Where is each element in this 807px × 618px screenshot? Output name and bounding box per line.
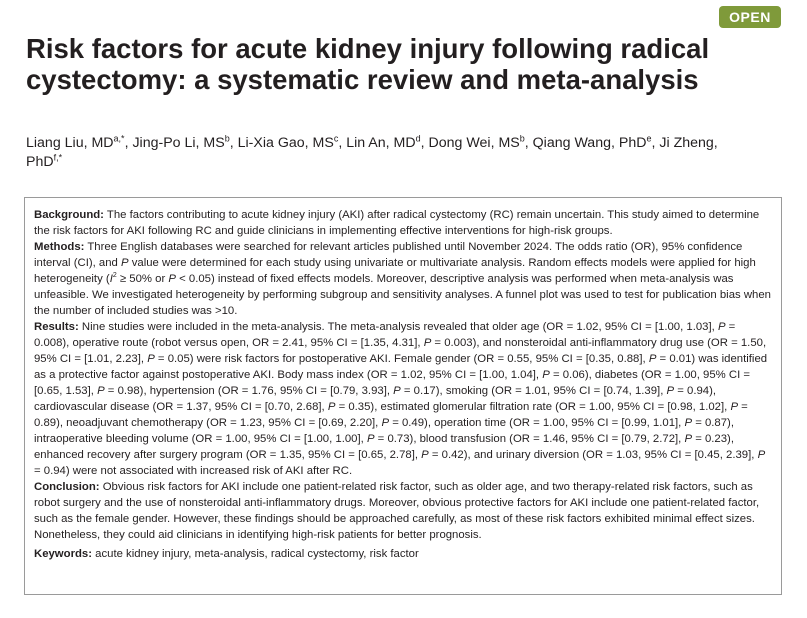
methods-label: Methods: xyxy=(34,241,85,253)
author-separator: , xyxy=(124,135,133,151)
keywords-text: acute kidney injury, meta-analysis, radi… xyxy=(92,548,419,560)
results-text: = 0.87), intraoperative bleeding volume … xyxy=(34,417,734,445)
author-separator: , xyxy=(338,135,347,151)
background-text: The factors contributing to acute kidney… xyxy=(34,209,760,237)
results-text: = 0.05) were risk factors for postoperat… xyxy=(154,353,649,365)
results-text: = 0.98), hypertension (OR = 1.76, 95% CI… xyxy=(104,385,394,397)
author-separator: , xyxy=(524,135,533,151)
results-text: = 0.01) was identified as a protective f… xyxy=(34,353,768,381)
methods-text-3: ≥ 50% or xyxy=(116,273,169,285)
methods-text-4: < 0.05) instead of fixed effects models.… xyxy=(34,273,771,317)
results-text: = 0.003), and nonsteroidal anti-inflamma… xyxy=(34,337,767,365)
results-text: = 0.008), operative route (robot versus … xyxy=(34,321,736,349)
results-text: = 0.23), enhanced recovery after surgery… xyxy=(34,433,734,461)
author-name: Qiang Wang, PhD xyxy=(532,135,647,151)
methods-p-symbol: P xyxy=(121,257,129,269)
abstract-background: Background: The factors contributing to … xyxy=(34,207,773,239)
results-p-symbol: P xyxy=(666,385,675,397)
results-p-symbol: P xyxy=(423,337,432,349)
author-name: Li-Xia Gao, MS xyxy=(237,135,334,151)
abstract-results: Results: Nine studies were included in t… xyxy=(34,319,773,479)
results-p-symbol: P xyxy=(421,449,429,461)
author-separator: , xyxy=(229,135,238,151)
keywords-label: Keywords: xyxy=(34,548,92,560)
results-p-symbol: P xyxy=(97,385,105,397)
results-text: = 0.94) were not associated with increas… xyxy=(34,465,353,477)
results-text: = 0.42), and urinary diversion (OR = 1.0… xyxy=(428,449,758,461)
author-affiliation-marker: b xyxy=(224,133,230,144)
results-p-symbol: P xyxy=(717,321,726,333)
author-separator: , xyxy=(651,135,660,151)
author-name: Ji Zheng, PhD xyxy=(26,135,718,170)
results-p-symbol: P xyxy=(730,401,739,413)
author-affiliation-marker: f,* xyxy=(53,152,63,163)
conclusion-text: Obvious risk factors for AKI include one… xyxy=(34,481,760,541)
author-affiliation-marker: d xyxy=(415,133,421,144)
author-affiliation-marker: b xyxy=(519,133,525,144)
results-p-symbol: P xyxy=(393,385,401,397)
results-text: = 0.17), smoking (OR = 1.01, 95% CI = [0… xyxy=(400,385,667,397)
results-text: = 0.73), blood transfusion (OR = 1.46, 9… xyxy=(374,433,685,445)
results-text: = 0.89), neoadjuvant chemotherapy (OR = … xyxy=(34,401,748,429)
conclusion-label: Conclusion: xyxy=(34,481,100,493)
results-p-symbol: P xyxy=(147,353,155,365)
results-text: Nine studies were included in the meta-a… xyxy=(81,321,718,333)
methods-p-symbol-2: P xyxy=(168,273,176,285)
results-p-symbol: P xyxy=(757,449,766,461)
results-p-symbol: P xyxy=(366,433,375,445)
author-name: Jing-Po Li, MS xyxy=(132,135,225,151)
results-p-symbol: P xyxy=(648,353,657,365)
author-name: Lin An, MD xyxy=(346,135,416,151)
abstract-conclusion: Conclusion: Obvious risk factors for AKI… xyxy=(34,479,773,543)
methods-text-2: value were determined for each study usi… xyxy=(34,257,756,285)
results-text: = 0.35), estimated glomerular filtration… xyxy=(335,401,731,413)
author-separator: , xyxy=(420,135,429,151)
author-affiliation-marker: c xyxy=(333,133,339,144)
methods-text-1: Three English databases were searched fo… xyxy=(34,241,743,269)
results-label: Results: xyxy=(34,321,79,333)
abstract-keywords: Keywords: acute kidney injury, meta-anal… xyxy=(34,546,773,562)
results-text: = 0.49), operation time (OR = 1.00, 95% … xyxy=(389,417,685,429)
author-name: Liang Liu, MD xyxy=(26,135,114,151)
author-list: Liang Liu, MDa,*, Jing-Po Li, MSb, Li-Xi… xyxy=(26,134,746,172)
author-affiliation-marker: a,* xyxy=(113,133,125,144)
results-p-symbol: P xyxy=(542,369,550,381)
methods-i2-symbol: I xyxy=(109,273,113,285)
results-p-symbol: P xyxy=(381,417,390,429)
results-text: = 0.94), cardiovascular disease (OR = 1.… xyxy=(34,385,717,413)
results-p-symbol: P xyxy=(684,417,693,429)
methods-i2-superscript: 2 xyxy=(112,272,117,280)
results-p-symbol: P xyxy=(684,433,693,445)
author-affiliation-marker: e xyxy=(646,133,652,144)
abstract-methods: Methods: Three English databases were se… xyxy=(34,239,773,319)
background-label: Background: xyxy=(34,209,104,221)
open-access-badge: OPEN xyxy=(719,6,781,28)
article-title: Risk factors for acute kidney injury fol… xyxy=(26,33,710,95)
results-p-symbol: P xyxy=(327,401,336,413)
results-text: = 0.06), diabetes (OR = 1.00, 95% CI = [… xyxy=(34,369,751,397)
author-name: Dong Wei, MS xyxy=(428,135,520,151)
abstract-box: Background: The factors contributing to … xyxy=(24,197,782,595)
